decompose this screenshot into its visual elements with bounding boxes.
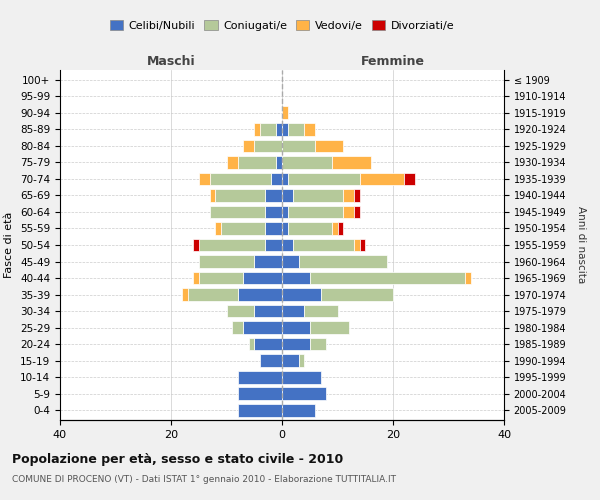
Bar — [304, 123, 316, 136]
Bar — [332, 156, 371, 169]
Bar — [199, 272, 243, 284]
Bar — [277, 156, 282, 169]
Bar — [282, 140, 316, 152]
Bar — [271, 172, 282, 186]
Bar — [282, 255, 299, 268]
Bar — [282, 272, 310, 284]
Bar — [310, 321, 349, 334]
Bar — [282, 304, 304, 318]
Bar — [316, 140, 343, 152]
Bar — [282, 172, 287, 186]
Bar — [404, 172, 415, 186]
Bar — [260, 123, 277, 136]
Y-axis label: Anni di nascita: Anni di nascita — [576, 206, 586, 284]
Bar — [254, 338, 282, 350]
Bar — [282, 106, 287, 120]
Bar — [282, 206, 287, 218]
Bar — [354, 238, 360, 252]
Bar — [260, 354, 282, 367]
Bar — [354, 189, 360, 202]
Bar — [210, 206, 265, 218]
Bar — [210, 189, 215, 202]
Bar — [215, 189, 265, 202]
Bar — [343, 206, 354, 218]
Bar — [188, 288, 238, 301]
Bar — [360, 238, 365, 252]
Bar — [254, 140, 282, 152]
Bar — [282, 387, 326, 400]
Bar — [354, 206, 360, 218]
Bar — [238, 387, 282, 400]
Bar — [277, 123, 282, 136]
Bar — [238, 404, 282, 416]
Bar — [221, 222, 265, 235]
Bar — [182, 288, 188, 301]
Bar — [360, 172, 404, 186]
Text: Femmine: Femmine — [361, 54, 425, 68]
Bar — [299, 255, 388, 268]
Bar — [310, 338, 326, 350]
Bar — [282, 123, 287, 136]
Text: Maschi: Maschi — [146, 54, 196, 68]
Bar — [193, 238, 199, 252]
Bar — [287, 222, 332, 235]
Bar — [465, 272, 471, 284]
Bar — [243, 321, 282, 334]
Bar — [210, 172, 271, 186]
Text: Popolazione per età, sesso e stato civile - 2010: Popolazione per età, sesso e stato civil… — [12, 452, 343, 466]
Bar — [265, 222, 282, 235]
Bar — [299, 354, 304, 367]
Bar — [232, 321, 243, 334]
Bar — [243, 140, 254, 152]
Bar — [282, 222, 287, 235]
Bar — [238, 156, 277, 169]
Bar — [282, 156, 332, 169]
Bar — [227, 156, 238, 169]
Bar — [243, 272, 282, 284]
Bar — [282, 238, 293, 252]
Bar — [254, 123, 260, 136]
Bar — [238, 288, 282, 301]
Bar — [282, 288, 321, 301]
Bar — [293, 189, 343, 202]
Text: COMUNE DI PROCENO (VT) - Dati ISTAT 1° gennaio 2010 - Elaborazione TUTTITALIA.IT: COMUNE DI PROCENO (VT) - Dati ISTAT 1° g… — [12, 475, 396, 484]
Bar — [265, 238, 282, 252]
Bar — [287, 172, 360, 186]
Bar — [199, 172, 210, 186]
Y-axis label: Fasce di età: Fasce di età — [4, 212, 14, 278]
Bar — [249, 338, 254, 350]
Bar — [193, 272, 199, 284]
Bar — [215, 222, 221, 235]
Bar — [254, 255, 282, 268]
Legend: Celibi/Nubili, Coniugati/e, Vedovi/e, Divorziati/e: Celibi/Nubili, Coniugati/e, Vedovi/e, Di… — [106, 16, 458, 36]
Bar — [282, 404, 316, 416]
Bar — [287, 206, 343, 218]
Bar — [282, 189, 293, 202]
Bar — [304, 304, 337, 318]
Bar — [343, 189, 354, 202]
Bar — [265, 189, 282, 202]
Bar — [293, 238, 354, 252]
Bar — [282, 321, 310, 334]
Bar — [332, 222, 337, 235]
Bar — [254, 304, 282, 318]
Bar — [310, 272, 465, 284]
Bar — [337, 222, 343, 235]
Bar — [199, 238, 265, 252]
Bar — [265, 206, 282, 218]
Bar — [282, 370, 321, 384]
Bar — [282, 354, 299, 367]
Bar — [321, 288, 393, 301]
Bar — [199, 255, 254, 268]
Bar — [282, 338, 310, 350]
Bar — [227, 304, 254, 318]
Bar — [287, 123, 304, 136]
Bar — [238, 370, 282, 384]
